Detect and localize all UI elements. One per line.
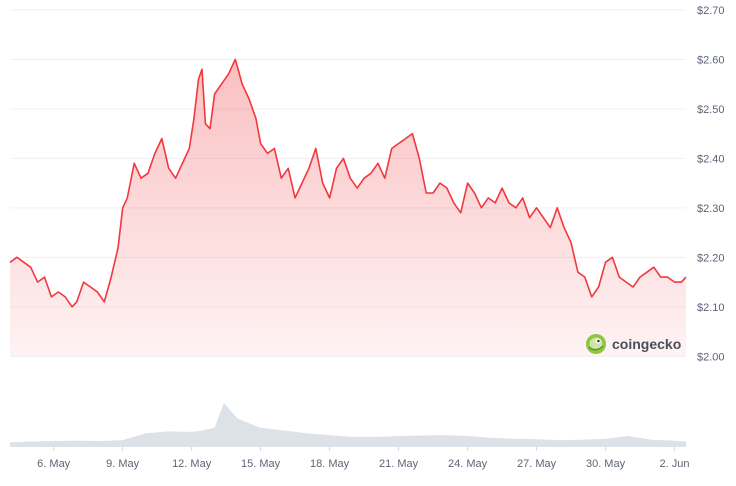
price-area <box>9 58 687 357</box>
price-line <box>9 58 687 308</box>
gecko-logo-icon <box>586 334 606 354</box>
x-tick-label: 6. May <box>37 458 71 470</box>
x-axis-ticks: 6. May 9. May 12. May 15. May 18. May 21. May… <box>37 447 689 470</box>
y-tick-label: $2.10 <box>697 302 725 314</box>
x-tick-label: 18. May <box>310 458 350 470</box>
volume-fill <box>10 403 686 447</box>
x-tick-label: 24. May <box>448 458 488 470</box>
x-tick-label: 9. May <box>106 458 140 470</box>
y-tick-label: $2.50 <box>697 104 725 116</box>
x-tick-label: 27. May <box>517 458 557 470</box>
y-axis-ticks: $2.00 $2.10 $2.20 $2.30 $2.40 $2.50 $2.60 $2.70 <box>697 5 725 363</box>
price-area-fill <box>10 59 686 357</box>
y-tick-label: $2.60 <box>697 54 725 66</box>
coingecko-watermark: coingecko <box>586 334 681 354</box>
x-tick-label: 30. May <box>586 458 626 470</box>
volume-area <box>10 403 686 447</box>
x-tick-label: 15. May <box>241 458 281 470</box>
x-tick-label: 12. May <box>172 458 212 470</box>
x-tick-label: 21. May <box>379 458 419 470</box>
y-tick-label: $2.20 <box>697 252 725 264</box>
y-tick-label: $2.70 <box>697 5 725 17</box>
y-tick-label: $2.30 <box>697 203 725 215</box>
x-tick-label: 2. Jun <box>660 458 690 470</box>
y-tick-label: $2.00 <box>697 351 725 363</box>
y-tick-label: $2.40 <box>697 153 725 165</box>
watermark-text: coingecko <box>612 336 681 352</box>
